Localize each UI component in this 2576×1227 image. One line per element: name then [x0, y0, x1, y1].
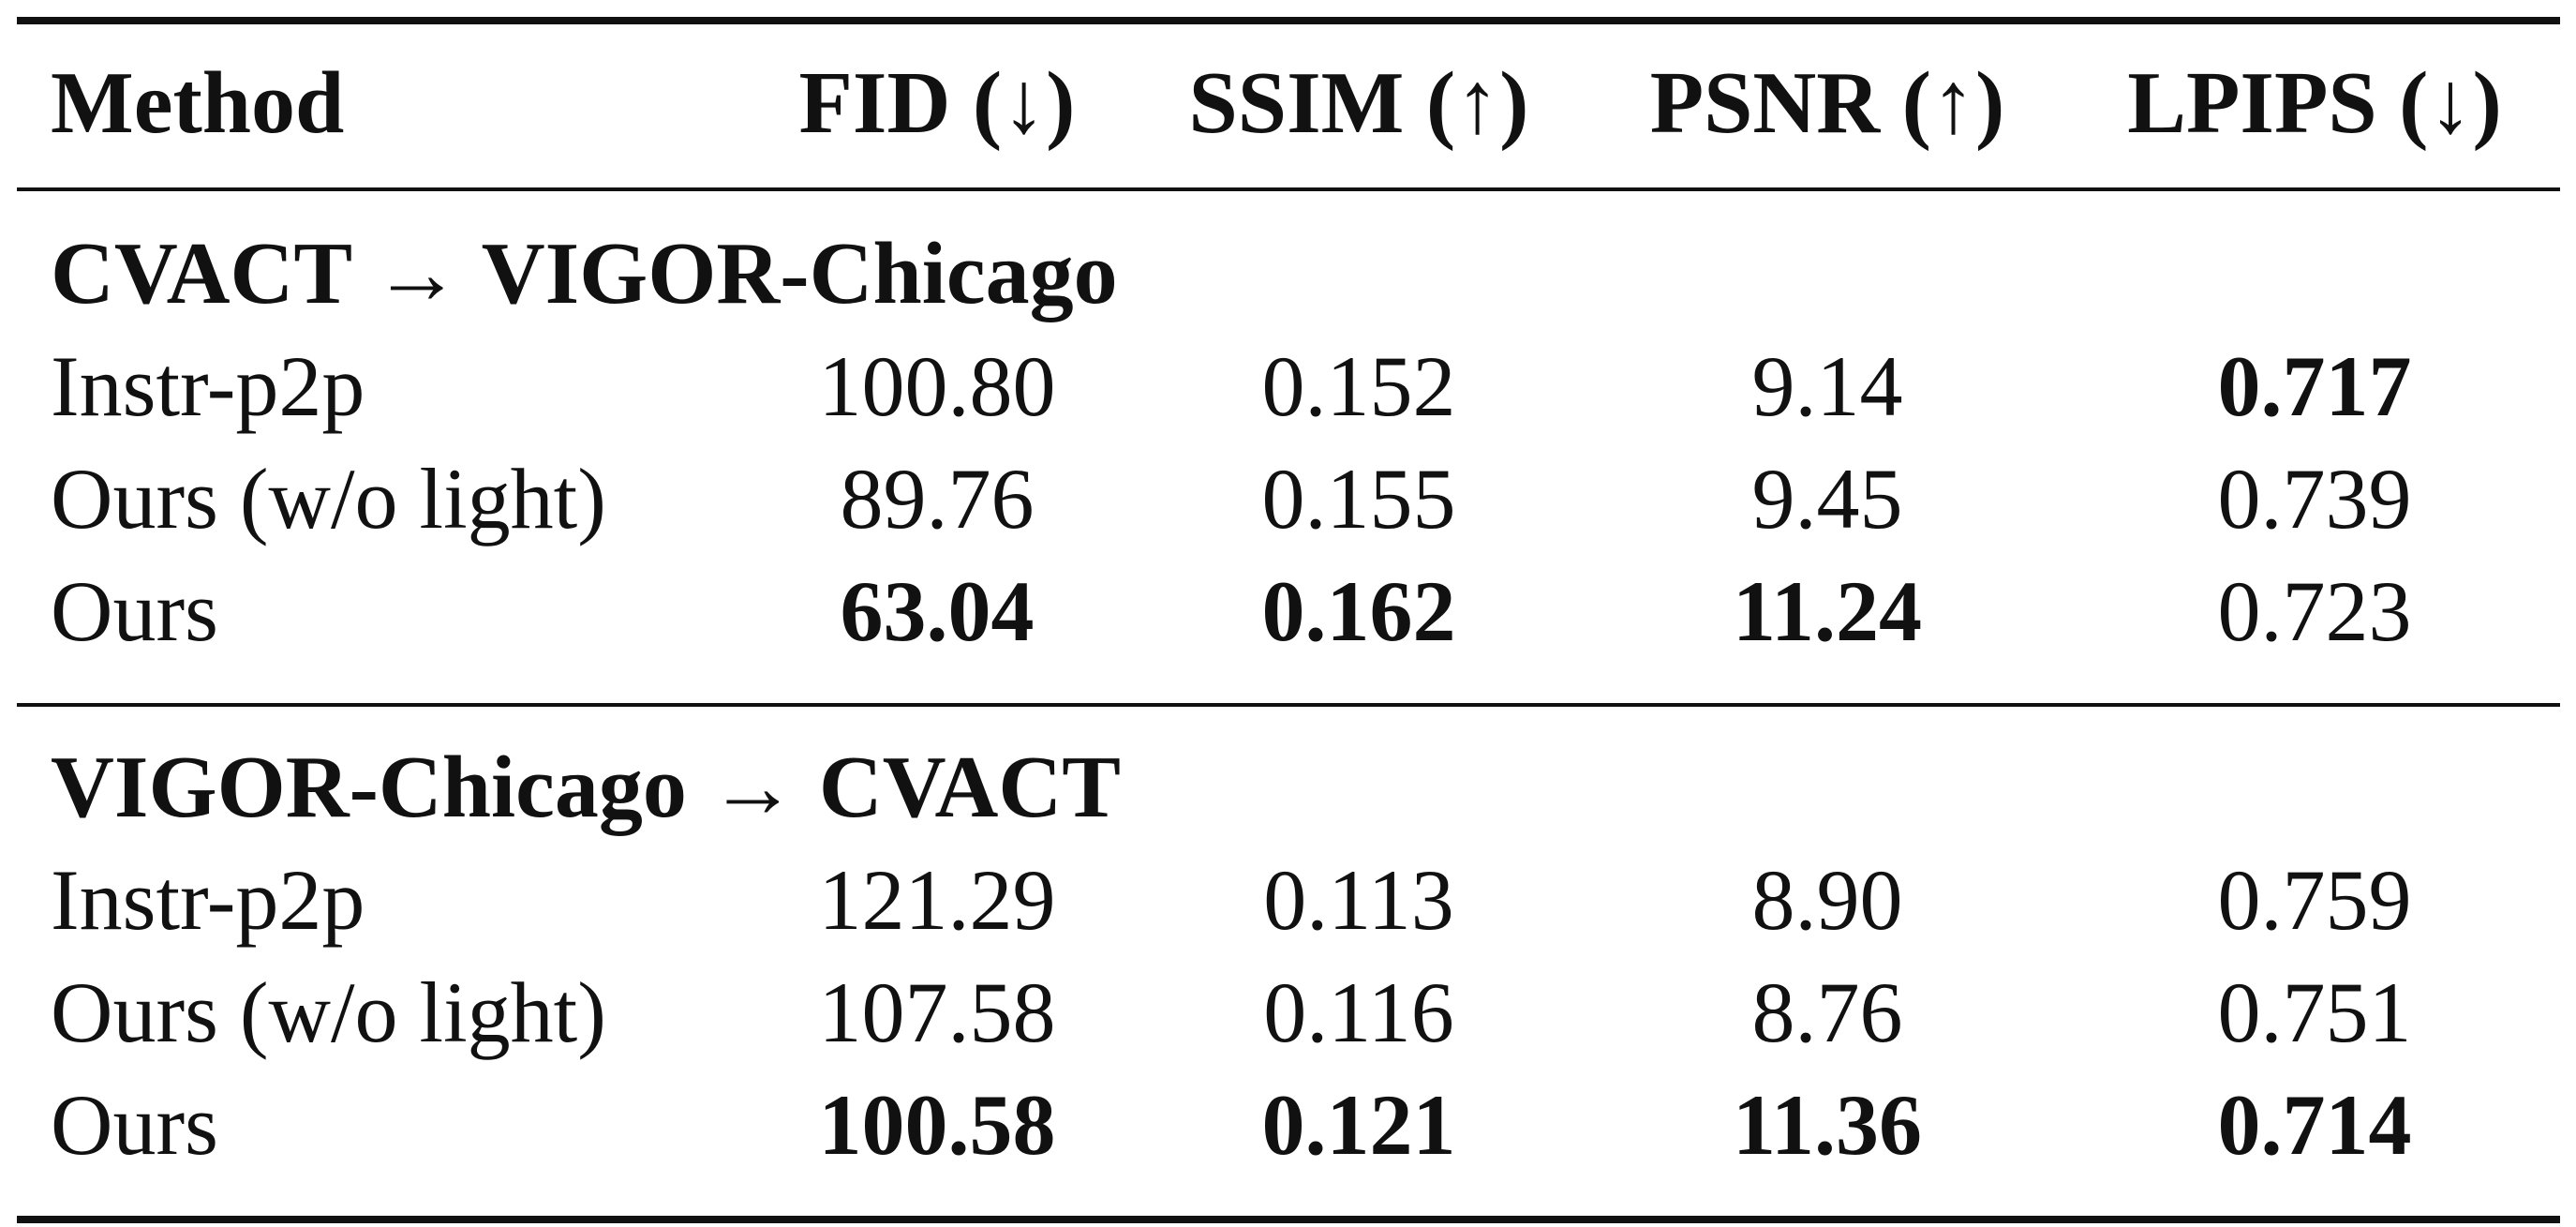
ssim-cell: 0.162	[1261, 563, 1456, 659]
ssim-cell: 0.116	[1263, 965, 1454, 1060]
ssim-cell: 0.152	[1261, 338, 1456, 434]
table-row: Ours 63.04 0.162 11.24 0.723	[0, 555, 2576, 667]
section-rule	[17, 703, 2560, 707]
fid-cell: 107.58	[818, 965, 1056, 1060]
ssim-cell: 0.113	[1263, 852, 1454, 948]
psnr-cell: 9.45	[1751, 451, 1903, 546]
psnr-cell: 8.90	[1751, 852, 1903, 948]
section-title-cvact-to-vigor: CVACT → VIGOR-Chicago	[51, 225, 1118, 322]
table-row: Instr-p2p 100.80 0.152 9.14 0.717	[0, 330, 2576, 442]
table-row: Ours (w/o light) 107.58 0.116 8.76 0.751	[0, 956, 2576, 1069]
psnr-cell: 8.76	[1751, 965, 1903, 1060]
header-ssim: SSIM (↑)	[1188, 54, 1529, 152]
table-header: Method FID (↓) SSIM (↑) PSNR (↑) LPIPS (…	[0, 47, 2576, 159]
ssim-cell: 0.155	[1261, 451, 1456, 546]
table-row: Instr-p2p 121.29 0.113 8.90 0.759	[0, 844, 2576, 956]
lpips-cell: 0.751	[2217, 965, 2412, 1060]
fid-cell: 89.76	[840, 451, 1035, 546]
psnr-cell: 11.36	[1733, 1077, 1922, 1173]
lpips-cell: 0.714	[2217, 1077, 2412, 1173]
lpips-cell: 0.739	[2217, 451, 2412, 546]
psnr-cell: 9.14	[1751, 338, 1903, 434]
header-lpips: LPIPS (↓)	[2127, 54, 2502, 152]
lpips-cell: 0.717	[2217, 338, 2412, 434]
top-rule	[17, 17, 2560, 24]
section-title-vigor-to-cvact: VIGOR-Chicago → CVACT	[51, 739, 1121, 836]
method-cell: Instr-p2p	[51, 338, 365, 434]
table-row: Ours (w/o light) 89.76 0.155 9.45 0.739	[0, 442, 2576, 555]
psnr-cell: 11.24	[1733, 563, 1922, 659]
header-psnr: PSNR (↑)	[1649, 54, 2005, 152]
method-cell: Ours	[51, 1077, 218, 1173]
ssim-cell: 0.121	[1261, 1077, 1456, 1173]
fid-cell: 63.04	[840, 563, 1035, 659]
method-cell: Instr-p2p	[51, 852, 365, 948]
lpips-cell: 0.759	[2217, 852, 2412, 948]
method-cell: Ours (w/o light)	[51, 965, 606, 1060]
header-fid: FID (↓)	[798, 54, 1076, 152]
method-cell: Ours (w/o light)	[51, 451, 606, 546]
header-rule	[17, 187, 2560, 191]
fid-cell: 100.80	[818, 338, 1056, 434]
fid-cell: 100.58	[818, 1077, 1056, 1173]
header-method: Method	[51, 54, 345, 152]
method-cell: Ours	[51, 563, 218, 659]
lpips-cell: 0.723	[2217, 563, 2412, 659]
table-row: Ours 100.58 0.121 11.36 0.714	[0, 1069, 2576, 1181]
fid-cell: 121.29	[818, 852, 1056, 948]
bottom-rule	[17, 1216, 2560, 1223]
